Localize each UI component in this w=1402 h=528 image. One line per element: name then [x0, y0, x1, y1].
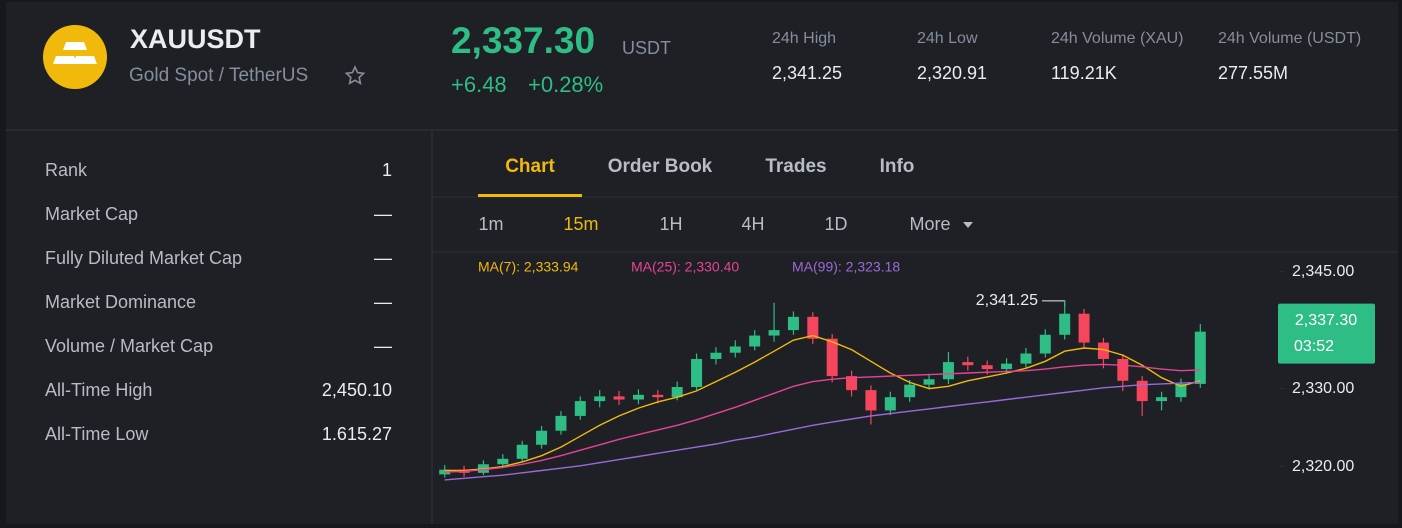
candle-body [594, 396, 606, 402]
candle-body [1001, 363, 1013, 370]
interval-button[interactable]: 1D [824, 214, 847, 234]
price-change-pct: +0.28% [528, 72, 603, 97]
candle-body [807, 316, 819, 339]
candle-body [613, 396, 625, 400]
price-tag [1278, 303, 1375, 364]
candle-body [846, 376, 858, 391]
candle-body [962, 362, 974, 366]
interval-button[interactable]: 4H [741, 214, 764, 234]
info-label: Rank [45, 160, 88, 180]
tab[interactable]: Order Book [608, 156, 713, 177]
candle-body [1117, 358, 1129, 381]
y-tick-label: 2,330.00 [1292, 380, 1354, 397]
interval-button[interactable]: 1H [659, 214, 682, 234]
candle-body [632, 394, 644, 400]
candle-body [574, 401, 586, 416]
candle-body [826, 338, 838, 377]
candle-body [1020, 353, 1032, 364]
stat-value: 119.21K [1051, 63, 1117, 83]
candle-body [1059, 313, 1071, 335]
pair-name: Gold Spot / TetherUS [129, 65, 308, 86]
stat-label: 24h Volume (USDT) [1218, 30, 1361, 47]
candle-body [884, 397, 896, 411]
ma-line [444, 381, 1201, 481]
price-tag-label: 2,337.30 [1295, 312, 1357, 329]
candle-body [729, 346, 741, 353]
candle-body [787, 316, 799, 331]
info-label: Market Dominance [45, 292, 196, 312]
info-value: 1 [382, 160, 392, 180]
candle-body [768, 330, 780, 336]
candle-body [904, 384, 916, 398]
info-value: 1.615.27 [322, 424, 392, 444]
quote-asset: USDT [622, 38, 671, 58]
high-annotation: 2,341.25 [976, 292, 1038, 309]
ma-legend: MA(7): 2,333.94 [478, 259, 579, 275]
gold-bars [53, 42, 97, 64]
stat-value: 2,341.25 [772, 63, 842, 83]
info-value: 2,450.10 [322, 380, 392, 400]
info-label: All-Time High [45, 380, 152, 400]
stat-label: 24h High [772, 30, 836, 47]
stat-value: 2,320.91 [917, 63, 987, 83]
candle-body [710, 352, 722, 359]
ma-legend: MA(25): 2,330.40 [631, 259, 739, 275]
info-value: — [374, 336, 392, 356]
info-label: Market Cap [45, 204, 138, 224]
candle-body [652, 394, 664, 398]
tab-indicator [478, 194, 582, 197]
ma-line [444, 363, 1201, 473]
interval-button[interactable]: 1m [478, 214, 503, 234]
candle-body [516, 444, 528, 459]
ma-legend: MA(99): 2,323.18 [792, 259, 900, 275]
candle-body [1039, 334, 1051, 354]
y-tick-label: 2,320.00 [1292, 458, 1354, 475]
candle-body [1175, 383, 1187, 398]
y-tick-label: 2,345.00 [1292, 263, 1354, 280]
coin-icon [43, 25, 107, 89]
candle-body [1156, 397, 1168, 402]
panel [6, 2, 1398, 524]
candle-body [981, 365, 993, 370]
info-value: — [374, 204, 392, 224]
candle-body [1136, 380, 1148, 402]
tab[interactable]: Info [880, 156, 915, 177]
last-price: 2,337.30 [451, 20, 595, 61]
candle-body [536, 430, 548, 445]
symbol: XAUUSDT [130, 24, 261, 54]
price-change: +6.48 [451, 72, 507, 97]
candle-body [1097, 342, 1109, 359]
countdown: 03:52 [1294, 338, 1334, 355]
info-value: — [374, 248, 392, 268]
candle-body [497, 458, 509, 465]
tab[interactable]: Trades [765, 156, 826, 177]
stat-value: 277.55M [1218, 63, 1288, 83]
info-value: — [374, 292, 392, 312]
stat-label: 24h Volume (XAU) [1051, 30, 1184, 47]
ma-line [444, 334, 1201, 472]
stat-label: 24h Low [917, 30, 978, 47]
candle-body [555, 415, 567, 431]
info-label: Volume / Market Cap [45, 336, 213, 356]
candle-body [1078, 313, 1090, 343]
candle-body [942, 362, 954, 380]
candle-body [691, 358, 703, 388]
info-label: All-Time Low [45, 424, 149, 444]
candle-body [671, 387, 683, 398]
interval-button[interactable]: More [909, 214, 950, 234]
candle-body [439, 469, 451, 475]
favorite-star[interactable] [344, 65, 366, 85]
candle-body [1194, 331, 1206, 384]
candle-body [865, 390, 877, 411]
info-label: Fully Diluted Market Cap [45, 248, 242, 268]
candle-body [749, 335, 761, 347]
dropdown-caret [963, 222, 973, 228]
tab[interactable]: Chart [505, 156, 555, 177]
interval-button[interactable]: 15m [563, 214, 598, 234]
candle-body [923, 379, 935, 385]
